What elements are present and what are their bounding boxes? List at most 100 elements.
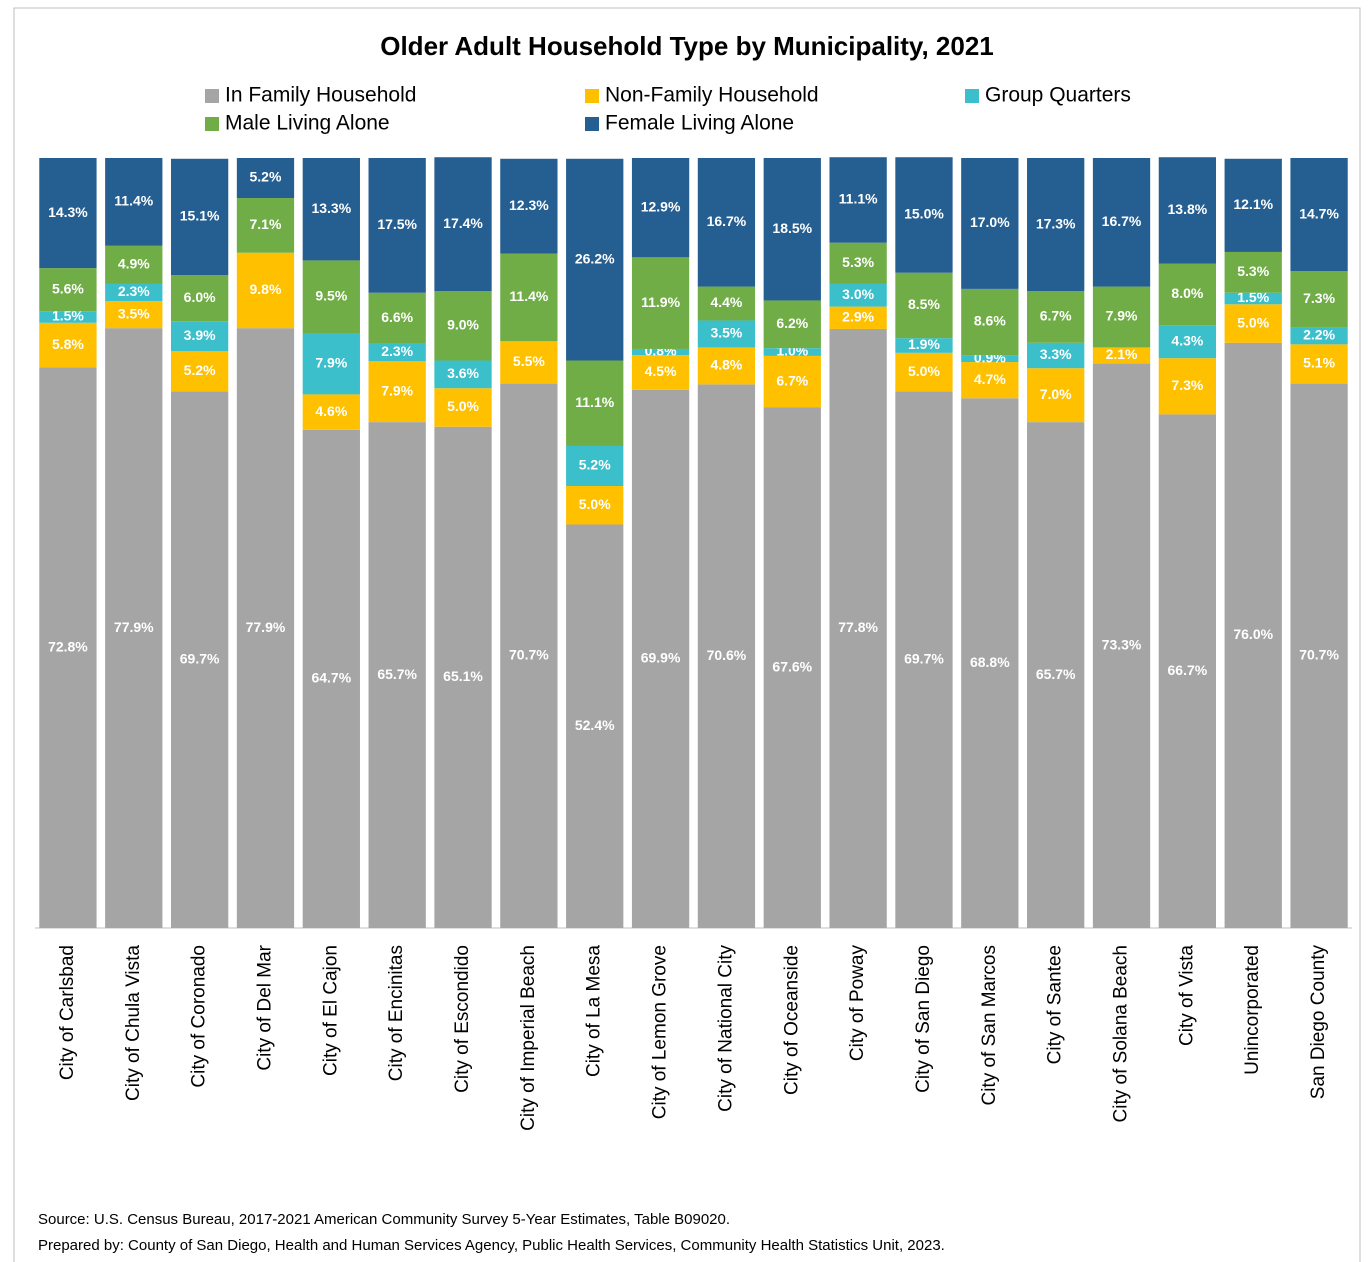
value-label: 5.0% xyxy=(908,363,940,379)
bar-segment xyxy=(1158,325,1217,359)
bar-segment xyxy=(631,257,690,349)
bar-segment xyxy=(1092,363,1151,929)
value-label: 68.8% xyxy=(970,654,1010,670)
bar-segment xyxy=(829,157,887,243)
value-label: 52.4% xyxy=(575,717,615,733)
bar-segment xyxy=(500,383,558,928)
value-label: 76.0% xyxy=(1233,626,1273,642)
value-label: 17.4% xyxy=(443,215,483,231)
prepared-by-note: Prepared by: County of San Diego, Health… xyxy=(38,1237,945,1254)
value-label: 1.9% xyxy=(908,336,940,352)
value-label: 4.7% xyxy=(974,371,1006,387)
value-label: 13.8% xyxy=(1168,201,1208,217)
x-tick-label: City of El Cajon xyxy=(320,945,341,1076)
value-label: 7.3% xyxy=(1303,290,1335,306)
bar-segment xyxy=(368,422,426,928)
bar-segment xyxy=(829,242,887,284)
bar-segment xyxy=(631,348,690,356)
bar-segment xyxy=(697,320,756,348)
bar-segment xyxy=(566,486,624,525)
bar-segment xyxy=(434,426,492,928)
value-label: 6.7% xyxy=(1040,308,1072,324)
bar-segment xyxy=(1027,342,1085,369)
bar-segment xyxy=(631,389,690,928)
value-label: 5.1% xyxy=(1303,355,1335,371)
bar-segment xyxy=(39,268,97,312)
bar-segment xyxy=(961,288,1019,356)
bar-segment xyxy=(236,158,295,199)
value-label: 70.7% xyxy=(1299,647,1339,663)
legend-swatch xyxy=(205,117,219,131)
x-tick-label: City of Coronado xyxy=(189,945,210,1088)
value-label: 5.3% xyxy=(842,254,874,270)
value-label: 7.1% xyxy=(250,216,282,232)
bar-segment xyxy=(566,158,624,361)
chart-title: Older Adult Household Type by Municipali… xyxy=(380,31,994,61)
value-label: 3.9% xyxy=(184,327,216,343)
bar-segment xyxy=(105,328,163,928)
bar-segment xyxy=(170,351,229,392)
bar-segment xyxy=(1290,383,1348,928)
bar-segment xyxy=(829,328,887,928)
x-tick-label: City of Encinitas xyxy=(386,945,407,1081)
value-label: 5.6% xyxy=(52,280,84,296)
bar-segment xyxy=(631,158,690,258)
value-label: 4.3% xyxy=(1171,332,1203,348)
x-tick-label: City of Chula Vista xyxy=(123,945,144,1101)
value-label: 6.6% xyxy=(381,309,413,325)
x-tick-label: City of Imperial Beach xyxy=(518,945,539,1131)
value-label: 26.2% xyxy=(575,250,615,266)
value-label: 8.6% xyxy=(974,313,1006,329)
value-label: 65.1% xyxy=(443,668,483,684)
bar-segment xyxy=(763,348,821,356)
value-label: 65.7% xyxy=(1036,666,1076,682)
value-label: 15.0% xyxy=(904,206,944,222)
value-label: 77.9% xyxy=(114,619,154,635)
value-label: 3.5% xyxy=(118,305,150,321)
bar-segment xyxy=(170,158,229,276)
bar-segment xyxy=(895,352,953,392)
value-label: 67.6% xyxy=(772,658,812,674)
bar-segment xyxy=(697,384,756,928)
value-label: 72.8% xyxy=(48,638,88,654)
value-label: 7.9% xyxy=(381,382,413,398)
value-label: 12.9% xyxy=(641,198,681,214)
value-label: 77.8% xyxy=(838,619,878,635)
value-label: 7.9% xyxy=(1106,308,1138,324)
value-label: 16.7% xyxy=(707,213,747,229)
value-label: 69.7% xyxy=(180,650,220,666)
value-label: 17.3% xyxy=(1036,215,1076,231)
x-tick-label: City of Escondido xyxy=(452,945,473,1093)
legend-swatch xyxy=(585,117,599,131)
bar-segment xyxy=(302,158,360,261)
bar-segment xyxy=(500,158,558,254)
value-label: 3.5% xyxy=(710,325,742,341)
bar-segment xyxy=(368,158,426,293)
value-label: 6.0% xyxy=(184,289,216,305)
bar-segment xyxy=(1290,344,1348,384)
bar-segment xyxy=(961,398,1019,928)
bar-segment xyxy=(368,343,426,362)
legend-label: Group Quarters xyxy=(985,84,1131,107)
value-label: 64.7% xyxy=(311,670,351,686)
value-label: 4.8% xyxy=(710,357,742,373)
value-label: 11.9% xyxy=(641,294,680,310)
legend-label: In Family Household xyxy=(225,84,416,107)
value-label: 2.3% xyxy=(381,343,413,359)
value-label: 6.7% xyxy=(776,372,808,388)
value-label: 12.1% xyxy=(1233,196,1273,212)
value-label: 70.6% xyxy=(707,647,747,663)
x-tick-label: City of Carlsbad xyxy=(57,945,78,1080)
value-label: 2.9% xyxy=(842,308,874,324)
bar-segment xyxy=(1290,271,1348,328)
bar-segment xyxy=(434,360,492,389)
x-tick-label: City of La Mesa xyxy=(584,945,605,1077)
legend-swatch xyxy=(585,89,599,103)
value-label: 11.1% xyxy=(839,191,878,207)
bar-segment xyxy=(170,275,229,322)
value-label: 11.4% xyxy=(114,193,153,209)
bar-segment xyxy=(39,322,97,368)
value-label: 4.6% xyxy=(315,403,347,419)
bar-segment xyxy=(763,158,821,301)
